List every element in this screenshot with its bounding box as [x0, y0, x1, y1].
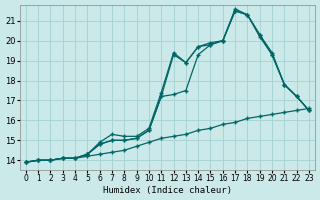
X-axis label: Humidex (Indice chaleur): Humidex (Indice chaleur)	[103, 186, 232, 195]
